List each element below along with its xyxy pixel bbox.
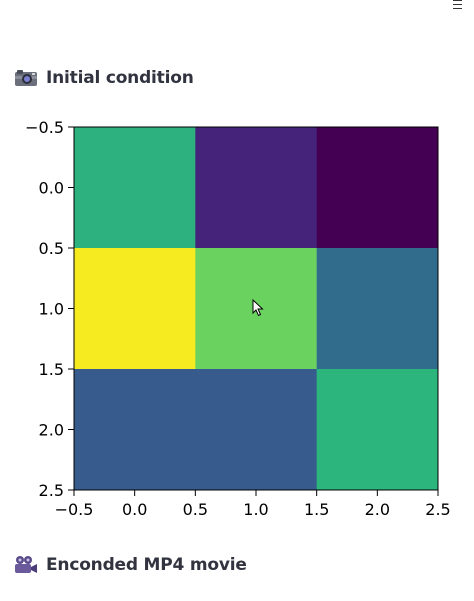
hamburger-menu-icon[interactable] bbox=[453, 0, 462, 9]
initial-condition-title: Initial condition bbox=[46, 68, 194, 88]
y-tick-label: 2.0 bbox=[39, 421, 64, 440]
heatmap-chart: −0.5 0.0 0.5 1.0 1.5 2.0 2.5 −0.5 0.0 0.5 1.0 1.5 2… bbox=[25, 118, 451, 519]
heatmap-cell bbox=[316, 127, 439, 249]
y-tick-label: 0.5 bbox=[39, 239, 64, 258]
y-tick-label: −0.5 bbox=[25, 118, 64, 137]
movie-camera-icon bbox=[15, 556, 37, 573]
heatmap-cells bbox=[74, 127, 439, 491]
x-tick-label: 2.0 bbox=[365, 500, 390, 519]
encoded-movie-header: Enconded MP4 movie bbox=[14, 555, 247, 575]
heatmap-cell bbox=[195, 369, 318, 491]
x-tick-label: 2.5 bbox=[425, 500, 450, 519]
x-tick-label: 0.5 bbox=[183, 500, 208, 519]
y-axis-ticks: −0.5 0.0 0.5 1.0 1.5 2.0 2.5 bbox=[25, 118, 74, 500]
x-tick-label: 1.0 bbox=[243, 500, 268, 519]
x-tick-label: 1.5 bbox=[304, 500, 329, 519]
x-tick-label: 0.0 bbox=[122, 500, 147, 519]
camera-icon bbox=[15, 70, 37, 86]
heatmap-cell bbox=[74, 369, 196, 491]
encoded-movie-title: Enconded MP4 movie bbox=[46, 555, 247, 575]
heatmap-cell bbox=[74, 248, 196, 370]
heatmap-cell bbox=[316, 248, 439, 370]
y-tick-label: 0.0 bbox=[39, 179, 64, 198]
y-tick-label: 1.0 bbox=[39, 300, 64, 319]
x-axis-ticks: −0.5 0.0 0.5 1.0 1.5 2.0 2.5 bbox=[55, 490, 451, 519]
mouse-cursor-icon bbox=[252, 299, 264, 317]
heatmap-cell bbox=[316, 369, 439, 491]
heatmap-cell bbox=[74, 127, 196, 249]
heatmap-cell bbox=[195, 127, 318, 249]
y-tick-label: 1.5 bbox=[39, 360, 64, 379]
y-tick-label: 2.5 bbox=[39, 481, 64, 500]
x-tick-label: −0.5 bbox=[55, 500, 94, 519]
initial-condition-header: Initial condition bbox=[14, 68, 194, 88]
